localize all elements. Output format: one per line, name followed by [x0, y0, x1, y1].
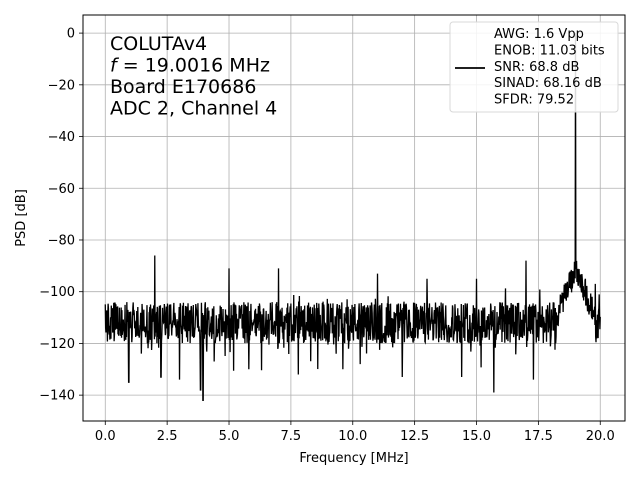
x-tick-label: 17.5: [524, 429, 553, 444]
x-tick-label: 7.5: [281, 429, 302, 444]
legend-entry: SNR: 68.8 dB: [494, 60, 579, 75]
annotation-italic-symbol: f: [110, 55, 120, 77]
y-axis-ticks: 0 −20 −40 −60 −80 −100 −120 −140: [39, 27, 83, 404]
annotation-line: Board E170686: [110, 76, 256, 98]
annotation-text: = 19.0016 MHz: [117, 55, 270, 77]
psd-series-line: [104, 33, 601, 401]
x-tick-label: 20.0: [586, 429, 615, 444]
psd-trace: [104, 33, 601, 401]
x-axis-ticks: 0.0 2.5 5.0 7.5 10.0 12.5 15.0 17.5 20.0: [95, 421, 615, 444]
annotation-line: f = 19.0016 MHz: [110, 55, 270, 77]
annotation-text: COLUTAv4: [110, 33, 207, 55]
x-axis-label: Frequency [MHz]: [299, 451, 408, 466]
y-tick-label: −80: [48, 233, 75, 248]
legend-entry: SFDR: 79.52: [494, 93, 574, 108]
annotation-text: ADC 2, Channel 4: [110, 98, 277, 120]
y-tick-label: −40: [48, 130, 75, 145]
annotation-text: Board E170686: [110, 76, 256, 98]
annotation-line: COLUTAv4: [110, 33, 207, 55]
x-tick-label: 12.5: [400, 429, 429, 444]
x-tick-label: 5.0: [219, 429, 240, 444]
legend-entry: SINAD: 68.16 dB: [494, 76, 602, 91]
y-tick-label: −20: [48, 78, 75, 93]
annotation-line: ADC 2, Channel 4: [110, 98, 277, 120]
y-tick-label: −60: [48, 182, 75, 197]
x-tick-label: 10.0: [338, 429, 367, 444]
y-tick-label: −100: [39, 285, 75, 300]
y-tick-label: −120: [39, 337, 75, 352]
legend-box: [449, 21, 619, 113]
x-tick-label: 15.0: [462, 429, 491, 444]
y-tick-label: −140: [39, 389, 75, 404]
x-tick-label: 2.5: [157, 429, 178, 444]
x-tick-label: 0.0: [95, 429, 116, 444]
y-tick-label: 0: [67, 27, 75, 42]
plot-frame: [82, 14, 626, 422]
y-axis-label: PSD [dB]: [14, 189, 29, 247]
legend-entry: AWG: 1.6 Vpp: [494, 27, 584, 42]
legend-entry: ENOB: 11.03 bits: [494, 43, 605, 58]
